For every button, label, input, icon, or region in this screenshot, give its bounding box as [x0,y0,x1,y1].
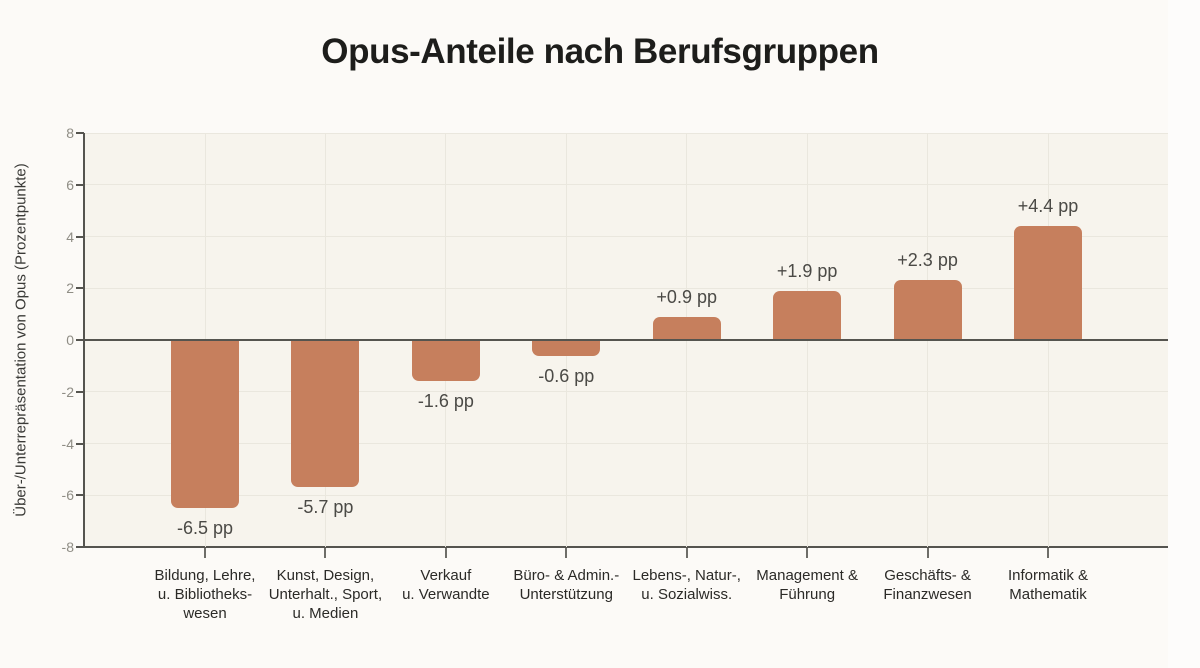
x-axis-tick [204,548,206,558]
zero-baseline [85,339,1168,341]
x-axis-tick [565,548,568,558]
category-label: Bildung, Lehre, u. Bibliotheks- wesen [154,567,256,622]
bar-value-label: +1.9 pp [776,260,838,281]
bar [532,340,601,356]
bar-value-label: -0.6 pp [538,365,595,386]
gridline-horizontal [85,287,1168,289]
y-axis-tick [76,183,84,186]
bar [411,340,480,382]
y-tick-label: -6 [61,487,74,504]
bar [171,340,239,509]
y-tick-label: 8 [66,125,74,141]
y-tick-label: -4 [61,435,74,452]
category-label: Büro- & Admin.- Unterstützung [513,567,620,603]
y-axis-tick [76,132,84,134]
bar-value-label: +2.3 pp [897,250,958,271]
bar [652,316,721,340]
y-axis-tick [76,494,84,497]
y-axis-title: Über-/Unterrepräsentation von Opus (Proz… [12,163,30,517]
bar [291,340,360,488]
category-label: Verkauf u. Verwandte [402,567,490,603]
category-label: Management & Führung [756,567,858,603]
bar [893,280,962,340]
bar-value-label: -5.7 pp [297,497,354,518]
gridline-horizontal [85,132,1168,134]
x-axis-tick [806,548,809,558]
y-axis-tick [76,287,84,290]
y-axis-tick [76,442,84,445]
category-label: Lebens-, Natur-, u. Sozialwiss. [632,567,741,603]
y-tick-label: 4 [66,228,74,245]
page-margin-strip [1168,0,1200,668]
y-tick-label: 0 [66,332,74,348]
gridline-horizontal [85,443,1168,444]
bar-value-label: +0.9 pp [656,286,717,307]
y-axis-tick [76,546,84,548]
bar-value-label: +4.4 pp [1017,196,1079,217]
gridline-horizontal [85,184,1168,186]
x-axis-tick [1047,548,1049,558]
x-axis-tick [444,548,447,558]
gridline-horizontal [85,236,1168,237]
y-tick-label: -8 [61,539,74,555]
gridline-horizontal [85,494,1168,496]
y-axis-tick [76,339,84,341]
category-label: Informatik & Mathematik [1007,567,1089,603]
y-axis-tick [76,390,84,393]
y-tick-label: 6 [66,176,74,193]
chart-title: Opus-Anteile nach Berufsgruppen [321,32,879,71]
x-axis-line [83,546,1168,548]
y-axis-tick [76,235,84,238]
x-axis-tick [324,548,327,558]
category-label: Kunst, Design, Unterhalt., Sport, u. Med… [268,567,383,622]
y-axis-line [83,133,85,548]
bar [773,290,842,340]
gridline-horizontal [85,391,1168,393]
bar-value-label: -1.6 pp [417,391,474,412]
y-tick-label: -2 [61,383,74,400]
y-tick-label: 2 [66,280,74,297]
category-label: Geschäfts- & Finanzwesen [883,567,972,603]
bar-value-label: -6.5 pp [176,518,234,539]
x-axis-tick [926,548,929,558]
bar [1014,226,1082,340]
x-axis-tick [685,548,688,558]
